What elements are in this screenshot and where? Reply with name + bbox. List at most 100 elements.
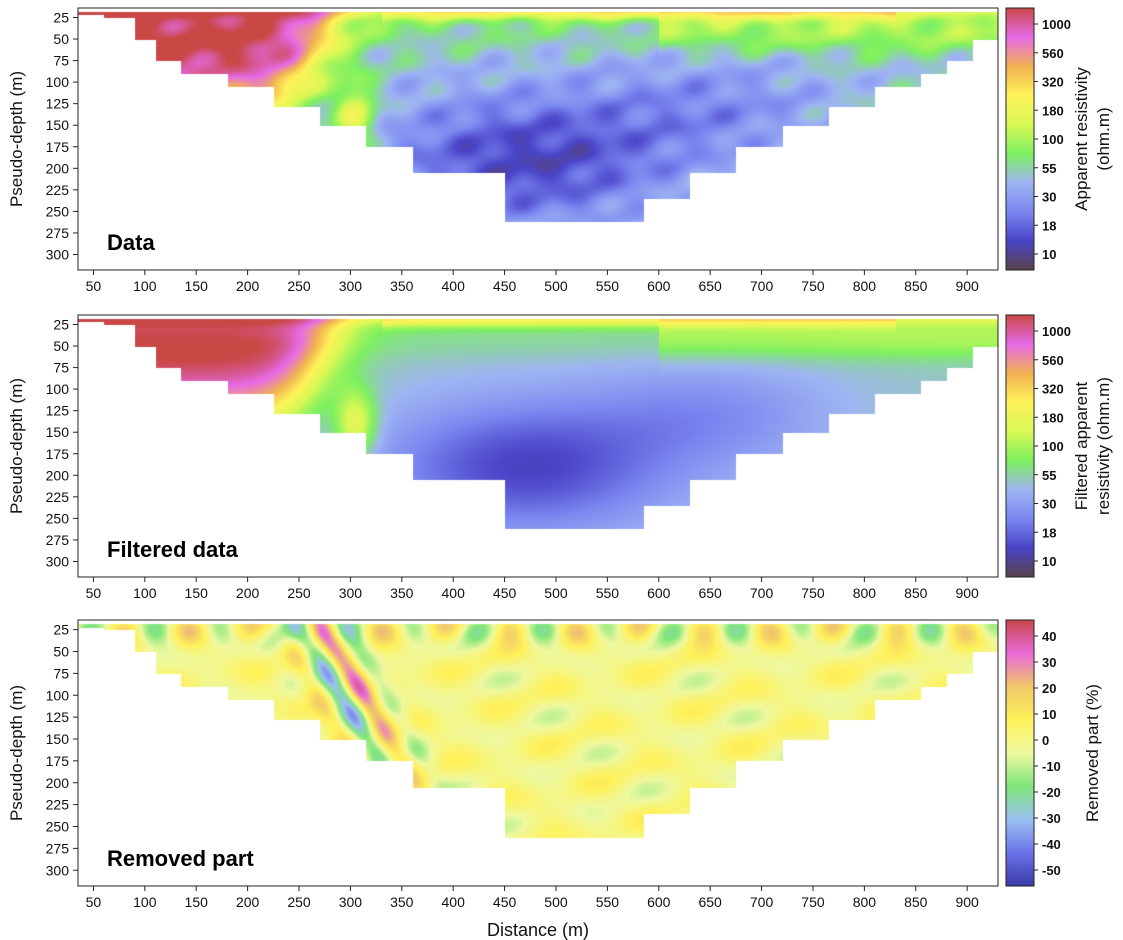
x-tick-label: 700: [750, 585, 774, 601]
x-tick-label: 450: [493, 894, 517, 910]
x-tick-label: 350: [390, 894, 414, 910]
x-tick-label: 600: [647, 894, 671, 910]
x-tick-label: 550: [596, 585, 620, 601]
x-tick-label: 300: [339, 894, 363, 910]
colorbar-tick-label: 30: [1042, 497, 1056, 512]
x-tick-label: 750: [801, 278, 825, 294]
colorbar-tick-label: 0: [1042, 733, 1049, 748]
x-tick-label: 150: [185, 278, 209, 294]
colorbar: [1005, 7, 1035, 271]
heatmap-image: [78, 8, 998, 270]
colorbar-tick-label: 30: [1042, 655, 1056, 670]
panel-label: Filtered data: [107, 537, 239, 562]
x-tick-label: 700: [750, 278, 774, 294]
x-tick-label: 600: [647, 585, 671, 601]
y-tick-label: 150: [46, 731, 70, 747]
colorbar-label: resistivity (ohm.m): [1094, 377, 1113, 515]
x-tick-label: 800: [853, 278, 877, 294]
colorbar-tick-label: 1000: [1042, 324, 1071, 339]
y-tick-label: 100: [46, 74, 70, 90]
colorbar-tick-label: -20: [1042, 785, 1061, 800]
colorbar-tick-label: 320: [1042, 382, 1064, 397]
x-tick-label: 350: [390, 585, 414, 601]
colorbar-tick-label: 180: [1042, 410, 1064, 425]
x-tick-label: 400: [442, 894, 466, 910]
y-tick-label: 250: [46, 510, 70, 526]
y-tick-label: 275: [46, 840, 70, 856]
x-tick-label: 250: [287, 278, 311, 294]
x-tick-label: 850: [904, 585, 928, 601]
x-tick-label: 900: [955, 894, 979, 910]
y-tick-label: 175: [46, 753, 70, 769]
x-tick-label: 650: [698, 585, 722, 601]
y-tick-label: 75: [53, 665, 69, 681]
x-tick-label: 250: [287, 894, 311, 910]
y-tick-label: 225: [46, 182, 70, 198]
x-tick-label: 300: [339, 278, 363, 294]
x-tick-label: 700: [750, 894, 774, 910]
colorbar-tick-label: 55: [1042, 161, 1056, 176]
x-tick-label: 50: [86, 585, 102, 601]
heatmap-image: [78, 620, 998, 886]
y-tick-label: 125: [46, 709, 70, 725]
y-tick-label: 50: [53, 338, 69, 354]
colorbar: [1005, 314, 1035, 578]
y-tick-label: 75: [53, 53, 69, 69]
y-tick-label: 275: [46, 532, 70, 548]
y-tick-label: 125: [46, 403, 70, 419]
colorbar-tick-label: 18: [1042, 525, 1056, 540]
x-axis-label: Distance (m): [487, 920, 589, 940]
y-tick-label: 25: [53, 9, 69, 25]
y-tick-label: 50: [53, 644, 69, 660]
colorbar-tick-label: 30: [1042, 190, 1056, 205]
colorbar-tick-label: 20: [1042, 681, 1056, 696]
x-tick-label: 100: [133, 585, 157, 601]
y-tick-label: 100: [46, 687, 70, 703]
colorbar-tick-label: 55: [1042, 468, 1056, 483]
panel-0: 50 100 150 200 250 300 350 400 450 500 550 600 650 70…: [7, 7, 1113, 294]
x-tick-label: 850: [904, 894, 928, 910]
x-tick-label: 200: [236, 585, 260, 601]
colorbar-tick-label: -30: [1042, 811, 1061, 826]
x-tick-label: 300: [339, 585, 363, 601]
panel-1: 50 100 150 200 250 300 350 400 450 500 550 600 650 70…: [7, 314, 1113, 601]
y-tick-label: 225: [46, 489, 70, 505]
y-axis-label: Pseudo-depth (m): [7, 71, 26, 207]
x-tick-label: 450: [493, 585, 517, 601]
x-tick-label: 50: [86, 278, 102, 294]
x-tick-label: 550: [596, 894, 620, 910]
colorbar-tick-label: 10: [1042, 247, 1056, 262]
panel-2: 50 100 150 200 250 300 350 400 450 500 550 600 650 70…: [7, 619, 1102, 940]
y-tick-label: 200: [46, 775, 70, 791]
x-tick-label: 50: [86, 894, 102, 910]
y-tick-label: 300: [46, 553, 70, 569]
colorbar-tick-label: -40: [1042, 837, 1061, 852]
y-tick-label: 300: [46, 862, 70, 878]
x-tick-label: 150: [185, 585, 209, 601]
x-tick-label: 600: [647, 278, 671, 294]
colorbar-tick-label: 560: [1042, 353, 1064, 368]
x-tick-label: 250: [287, 585, 311, 601]
y-tick-label: 150: [46, 117, 70, 133]
x-tick-label: 500: [544, 278, 568, 294]
panel-label: Data: [107, 230, 155, 255]
x-tick-label: 550: [596, 278, 620, 294]
colorbar-label: (ohm.m): [1094, 107, 1113, 170]
y-tick-label: 175: [46, 139, 70, 155]
colorbar: [1005, 619, 1035, 887]
colorbar-tick-label: 18: [1042, 218, 1056, 233]
y-tick-label: 175: [46, 446, 70, 462]
colorbar-tick-label: 1000: [1042, 17, 1071, 32]
y-tick-label: 225: [46, 797, 70, 813]
plot-frame: [77, 619, 999, 887]
x-tick-label: 850: [904, 278, 928, 294]
heatmap-image: [78, 315, 998, 577]
plot-frame: [77, 314, 999, 578]
y-tick-label: 250: [46, 203, 70, 219]
colorbar-label: Filtered apparent: [1072, 381, 1091, 510]
x-tick-label: 800: [853, 585, 877, 601]
x-tick-label: 500: [544, 585, 568, 601]
x-tick-label: 200: [236, 278, 260, 294]
x-tick-label: 500: [544, 894, 568, 910]
